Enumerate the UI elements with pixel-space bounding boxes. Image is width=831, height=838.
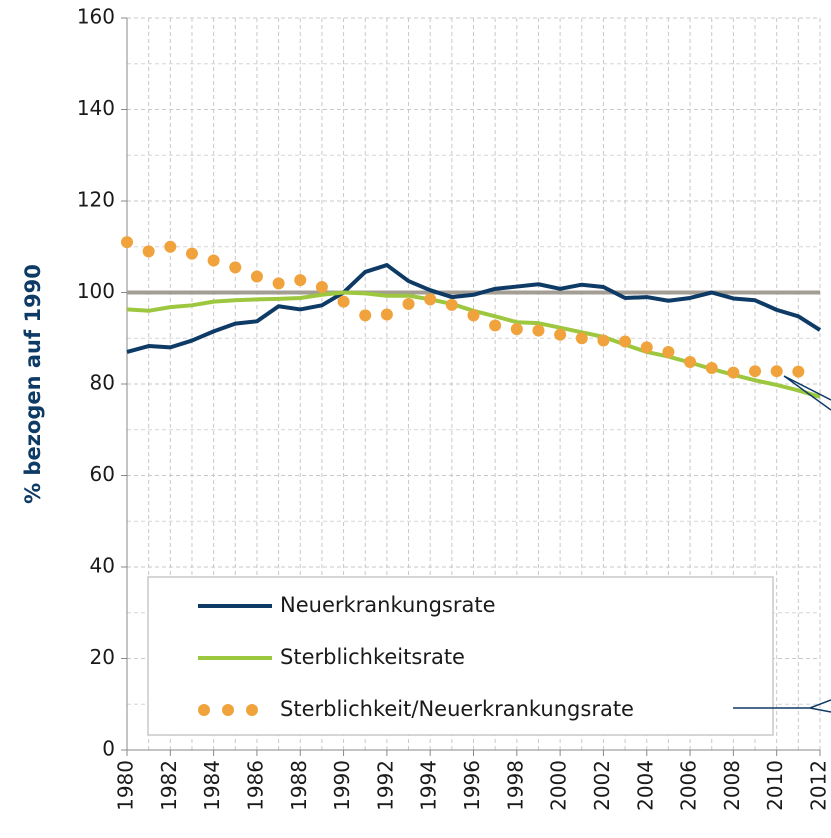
x-tick-label: 1986 xyxy=(243,760,267,811)
data-dot xyxy=(749,365,762,378)
x-tick-label: 1980 xyxy=(114,760,138,811)
data-dot xyxy=(727,366,740,379)
data-dot xyxy=(424,293,437,306)
x-tick-label: 2006 xyxy=(677,760,701,811)
data-line xyxy=(126,263,822,354)
legend-label: Sterblichkeit/Neuerkrankungsrate xyxy=(280,697,634,721)
x-tick-label: 2010 xyxy=(763,760,787,811)
data-dot xyxy=(705,361,718,374)
data-dot xyxy=(121,236,133,249)
data-dot xyxy=(619,335,632,348)
data-dot xyxy=(770,365,783,378)
x-tick-label: 1990 xyxy=(330,760,354,811)
callout-line xyxy=(783,375,831,411)
legend: Neuerkrankungsrate Sterblichkeitsrate Ster… xyxy=(147,576,774,736)
x-tick-label: 2012 xyxy=(807,760,831,811)
x-tick-label: 1992 xyxy=(373,760,397,811)
y-tick-label: 0 xyxy=(102,737,115,761)
data-dot xyxy=(294,274,307,287)
data-dot xyxy=(467,309,480,322)
data-dot xyxy=(380,308,393,321)
data-dot xyxy=(315,281,328,294)
y-tick-label: 20 xyxy=(90,645,115,669)
data-dot xyxy=(510,323,523,336)
data-dot xyxy=(164,240,177,253)
data-dot xyxy=(185,247,198,260)
marks xyxy=(121,236,822,399)
y-tick-label: 60 xyxy=(90,462,115,486)
data-dot xyxy=(402,297,415,310)
legend-label: Sterblichkeitsrate xyxy=(280,645,465,669)
legend-swatch xyxy=(246,704,258,716)
x-tick-label: 1996 xyxy=(460,760,484,811)
data-dot xyxy=(575,332,588,345)
y-tick-label: 140 xyxy=(77,96,115,120)
x-tick-label: 1994 xyxy=(417,760,441,811)
data-dot xyxy=(445,298,458,311)
x-tick-label: 1998 xyxy=(503,760,527,811)
data-dot xyxy=(489,319,502,332)
data-dot xyxy=(792,365,805,378)
x-tick-label: 2000 xyxy=(547,760,571,811)
data-dot xyxy=(272,277,285,290)
data-dot xyxy=(207,254,220,267)
callouts xyxy=(733,375,831,713)
x-tick-label: 1988 xyxy=(287,760,311,811)
data-dot xyxy=(597,334,610,347)
y-tick-label: 120 xyxy=(77,188,115,212)
data-dot xyxy=(554,328,567,341)
data-dot xyxy=(337,295,350,308)
x-tick-label: 1982 xyxy=(157,760,181,811)
x-tick-label: 1984 xyxy=(200,760,224,811)
y-tick-label: 160 xyxy=(77,5,115,29)
x-tick-label: 2004 xyxy=(633,760,657,811)
y-tick-label: 100 xyxy=(77,279,115,303)
legend-swatch xyxy=(222,704,234,716)
x-tick-label: 2002 xyxy=(590,760,614,811)
x-tick-label: 2008 xyxy=(720,760,744,811)
data-dot xyxy=(142,245,155,258)
legend-label: Neuerkrankungsrate xyxy=(280,593,496,617)
data-dot xyxy=(359,309,372,322)
data-dot xyxy=(640,341,653,354)
data-dot xyxy=(684,356,697,369)
callout-line xyxy=(733,699,831,713)
data-dot xyxy=(532,324,545,337)
legend-swatch xyxy=(198,704,210,716)
y-axis-label: % bezogen auf 1990 xyxy=(21,264,45,504)
y-tick-label: 80 xyxy=(90,371,115,395)
data-dot xyxy=(662,345,675,358)
data-dot xyxy=(250,270,263,283)
data-dot xyxy=(229,261,242,274)
y-tick-label: 40 xyxy=(90,554,115,578)
